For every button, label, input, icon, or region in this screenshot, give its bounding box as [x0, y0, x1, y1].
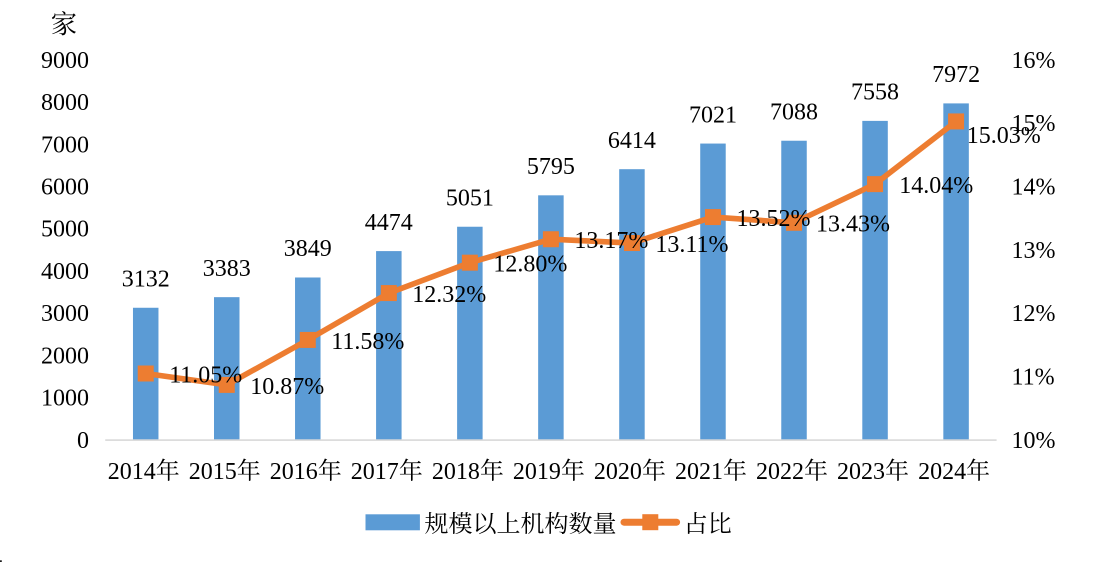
svg-text:13.52%: 13.52% [737, 206, 811, 232]
svg-text:13%: 13% [1012, 238, 1056, 264]
svg-text:3383: 3383 [203, 256, 251, 282]
svg-text:10%: 10% [1012, 428, 1056, 454]
svg-text:1000: 1000 [41, 386, 89, 412]
svg-text:9000: 9000 [41, 48, 89, 74]
svg-text:5795: 5795 [527, 154, 575, 180]
svg-text:16%: 16% [1012, 48, 1056, 74]
svg-text:8000: 8000 [41, 90, 89, 116]
svg-text:14%: 14% [1012, 175, 1056, 201]
svg-text:5000: 5000 [41, 217, 89, 243]
svg-text:2015: 2015 [189, 459, 237, 485]
svg-text:14.04%: 14.04% [899, 173, 973, 199]
svg-text:2019: 2019 [513, 459, 561, 485]
svg-text:2017: 2017 [351, 459, 399, 485]
svg-text:3132: 3132 [122, 267, 170, 293]
svg-text:7000: 7000 [41, 132, 89, 158]
svg-text:4474: 4474 [365, 210, 413, 236]
svg-text:12.80%: 12.80% [493, 252, 567, 278]
svg-text:10.87%: 10.87% [250, 374, 324, 400]
svg-text:5051: 5051 [446, 185, 494, 211]
svg-text:2014: 2014 [108, 459, 156, 485]
svg-text:2018: 2018 [432, 459, 480, 485]
svg-text:2000: 2000 [41, 343, 89, 369]
svg-text:3849: 3849 [284, 236, 332, 262]
svg-text:2023: 2023 [837, 459, 885, 485]
svg-text:2022: 2022 [756, 459, 804, 485]
svg-text:2021: 2021 [675, 459, 723, 485]
svg-text:7088: 7088 [770, 99, 818, 125]
svg-text:6414: 6414 [608, 128, 656, 154]
svg-text:11%: 11% [1012, 365, 1055, 391]
svg-text:13.11%: 13.11% [655, 232, 728, 258]
svg-text:2020: 2020 [594, 459, 642, 485]
svg-text:15%: 15% [1012, 111, 1056, 137]
svg-text:2024: 2024 [918, 459, 966, 485]
svg-text:7021: 7021 [689, 102, 737, 128]
svg-text:15.03%: 15.03% [967, 123, 1041, 149]
svg-text:6000: 6000 [41, 175, 89, 201]
svg-text:7558: 7558 [851, 80, 899, 106]
svg-text:4000: 4000 [41, 259, 89, 285]
svg-text:11.58%: 11.58% [331, 329, 404, 355]
svg-text:3000: 3000 [41, 301, 89, 327]
svg-text:12%: 12% [1012, 301, 1056, 327]
svg-text:13.43%: 13.43% [816, 212, 890, 238]
svg-text:7972: 7972 [932, 62, 980, 88]
svg-text:13.17%: 13.17% [574, 228, 648, 254]
svg-text:2016: 2016 [270, 459, 318, 485]
svg-text:0: 0 [77, 428, 89, 454]
svg-text:12.32%: 12.32% [412, 282, 486, 308]
svg-text:11.05%: 11.05% [169, 362, 242, 388]
